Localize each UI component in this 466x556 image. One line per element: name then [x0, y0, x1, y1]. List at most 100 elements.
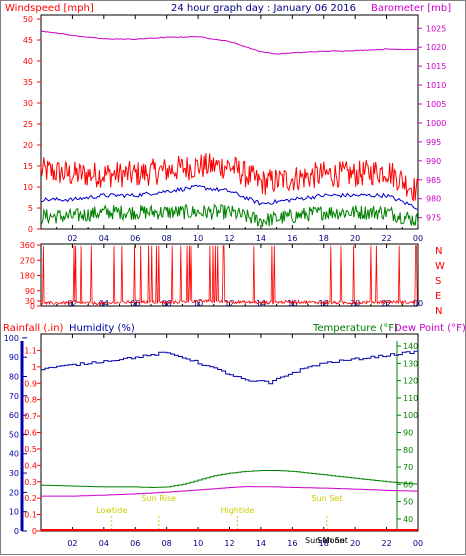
- temperature-y-tick-label: 50: [403, 498, 413, 507]
- compass-label-n2: N: [435, 306, 442, 317]
- direction-x-tick-label: 18: [319, 299, 329, 308]
- wind-lull-series-line: [40, 203, 419, 227]
- rainfall-y-tick-label: 0.4: [24, 461, 37, 470]
- barometer-y-tick-label: 980: [426, 195, 441, 204]
- climate-x-tick-label: 16: [287, 539, 297, 548]
- climate-x-tick-label: 02: [67, 539, 77, 548]
- rainfall-y-tick-label: 0.7: [24, 412, 37, 421]
- temperature-y-tick-label: 90: [403, 429, 413, 438]
- humidity-y-tick-label: 10: [9, 508, 19, 517]
- barometer-y-tick-label: 1025: [426, 24, 446, 33]
- wind-x-tick-label: 02: [67, 234, 77, 243]
- rainfall-axis-title: Rainfall (.in): [3, 323, 64, 334]
- wind-x-tick-label: 06: [130, 234, 140, 243]
- humidity-y-tick-label: 50: [9, 430, 19, 439]
- climate-x-tick-label: 00: [413, 539, 423, 548]
- rainfall-y-tick-label: 0.9: [24, 379, 37, 388]
- climate-x-tick-label: 14: [256, 539, 266, 548]
- temperature-y-tick-label: 110: [403, 394, 418, 403]
- annotation-lowtide: Lowtide: [96, 506, 127, 515]
- barometer-y-tick-label: 995: [426, 138, 441, 147]
- wind-x-tick-label: 22: [381, 234, 391, 243]
- compass-label-n1: N: [435, 246, 442, 257]
- temperature-y-tick-label: 40: [403, 515, 413, 524]
- direction-x-tick-label: 16: [287, 299, 297, 308]
- windspeed-y-tick-label: 40: [23, 57, 33, 66]
- windspeed-y-tick-label: 0: [28, 225, 33, 234]
- barometer-y-tick-label: 1005: [426, 100, 446, 109]
- dew-point-axis-title: Dew Point (°F): [394, 323, 466, 334]
- direction-x-tick-label: 20: [350, 299, 360, 308]
- rainfall-y-tick-label: 0.6: [24, 429, 37, 438]
- barometer-axis-title: Barometer [mb]: [371, 3, 451, 14]
- direction-y-tick-label: 90: [25, 287, 35, 296]
- humidity-y-tick-label: 60: [9, 411, 19, 420]
- wind-x-tick-label: 12: [224, 234, 234, 243]
- wind-x-tick-label: 16: [287, 234, 297, 243]
- sun-moon-label: Sun Moon: [305, 536, 345, 545]
- humidity-series-line: [41, 350, 419, 385]
- barometer-series-line: [40, 30, 419, 55]
- barometer-y-tick-label: 1015: [426, 62, 446, 71]
- rainfall-y-tick-label: 0.1: [24, 511, 37, 520]
- rainfall-y-tick-label: 0: [32, 527, 37, 536]
- wind-x-tick-label: 14: [256, 234, 266, 243]
- annotation-sunset: Sun Set: [311, 494, 342, 503]
- windspeed-y-tick-label: 10: [23, 183, 33, 192]
- dew-point-series-line: [41, 486, 419, 497]
- temperature-y-tick-label: 70: [403, 463, 413, 472]
- direction-y-tick-label: 360: [20, 241, 35, 250]
- direction-panel-border: [40, 243, 419, 307]
- wind-average-series-line: [40, 184, 418, 210]
- humidity-y-tick-label: 30: [9, 469, 19, 478]
- direction-y-tick-label: 0: [30, 302, 35, 311]
- compass-label-s: S: [435, 276, 441, 287]
- direction-x-tick-label: 12: [224, 299, 234, 308]
- direction-x-tick-label: 10: [193, 299, 203, 308]
- humidity-y-tick-label: 90: [9, 353, 19, 362]
- barometer-y-tick-label: 985: [426, 176, 441, 185]
- rainfall-y-tick-label: 0.5: [24, 445, 37, 454]
- direction-x-tick-label: 08: [162, 299, 172, 308]
- temperature-y-tick-label: 60: [403, 480, 413, 489]
- annotation-sunrise: Sun Rise: [141, 494, 176, 503]
- temperature-y-tick-label: 140: [403, 342, 418, 351]
- rainfall-y-tick-label: 1: [32, 363, 37, 372]
- wind-x-tick-label: 00: [413, 234, 423, 243]
- climate-panel-border: [40, 333, 419, 532]
- climate-x-tick-label: 04: [99, 539, 109, 548]
- climate-x-tick-label: 10: [193, 539, 203, 548]
- direction-x-tick-label: 14: [256, 299, 266, 308]
- climate-x-tick-label: 18: [319, 539, 329, 548]
- humidity-y-tick-label: 80: [9, 372, 19, 381]
- direction-y-tick-label: 30: [25, 297, 35, 306]
- temperature-y-tick-label: 100: [403, 411, 418, 420]
- sun-set-label: Sun Set: [317, 536, 348, 545]
- wind-x-tick-label: 20: [350, 234, 360, 243]
- rainfall-y-tick-label: 0.8: [24, 396, 37, 405]
- rainfall-y-tick-label: 0.2: [24, 494, 37, 503]
- humidity-y-tick-label: 100: [4, 334, 19, 343]
- compass-label-e: E: [435, 291, 441, 302]
- direction-x-tick-label: 06: [130, 299, 140, 308]
- climate-x-tick-label: 06: [130, 539, 140, 548]
- windspeed-y-tick-label: 45: [23, 36, 33, 45]
- humidity-y-tick-label: 0: [14, 527, 19, 536]
- temperature-y-tick-label: 130: [403, 359, 418, 368]
- barometer-y-tick-label: 990: [426, 157, 441, 166]
- direction-x-tick-label: 00: [413, 299, 423, 308]
- temperature-series-line: [41, 470, 419, 488]
- chart-title: 24 hour graph day : January 06 2016: [171, 3, 356, 14]
- windspeed-y-tick-label: 25: [23, 120, 33, 129]
- windspeed-series-line: [40, 152, 419, 202]
- windspeed-y-tick-label: 50: [23, 15, 33, 24]
- humidity-y-tick-label: 70: [9, 392, 19, 401]
- windspeed-y-tick-label: 30: [23, 99, 33, 108]
- direction-x-tick-label: 22: [381, 299, 391, 308]
- direction-x-tick-label: 02: [67, 299, 77, 308]
- wind-direction-series-line: [40, 245, 419, 306]
- direction-y-tick-label: 180: [20, 272, 35, 281]
- humidity-y-tick-label: 20: [9, 488, 19, 497]
